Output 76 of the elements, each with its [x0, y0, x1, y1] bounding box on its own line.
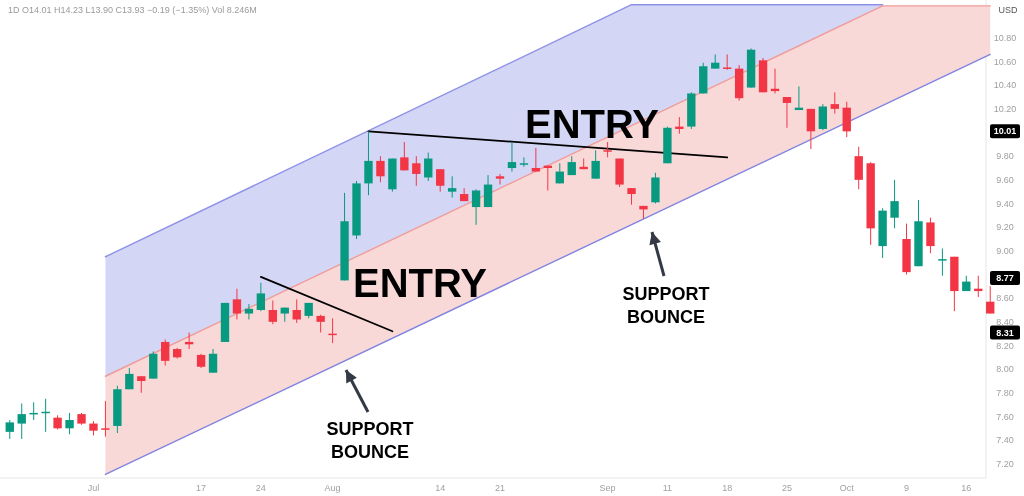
candlestick [507, 141, 517, 173]
y-tick-label: 8.00 [996, 364, 1014, 375]
candlestick [722, 53, 732, 71]
x-tick-label: 9 [904, 483, 910, 493]
candlestick [256, 282, 266, 312]
y-tick-label: 8.31 [996, 327, 1014, 338]
annotation: ENTRY [352, 261, 488, 305]
candlestick [842, 101, 851, 138]
candlestick [208, 348, 218, 374]
candlestick [5, 419, 14, 440]
candlestick [531, 147, 541, 173]
candlestick [890, 179, 899, 229]
y-tick-label: 9.60 [996, 174, 1014, 185]
candlestick [447, 175, 457, 199]
candlestick [268, 300, 278, 325]
x-tick-label: 21 [494, 483, 506, 493]
candlestick [938, 247, 947, 277]
y-axis-title: USD [998, 5, 1018, 15]
candlestick [519, 156, 529, 168]
y-tick-label: 7.80 [996, 387, 1014, 398]
candlestick [65, 412, 74, 435]
candlestick [782, 96, 792, 129]
y-tick-label: 9.20 [996, 222, 1014, 233]
y-tick-label: 7.40 [996, 435, 1014, 446]
y-tick-label: 8.40 [996, 316, 1014, 327]
candlestick [292, 298, 301, 324]
x-tick-label: 18 [722, 483, 733, 493]
y-tick-label: 7.20 [996, 458, 1014, 469]
text: 1D O14.01 H14.23 L13.90 C13.93 −0.19 (−1.35%) Vol 8.246M [8, 5, 257, 15]
candlestick [161, 339, 170, 367]
y-tick-label: 8.60 [996, 293, 1014, 304]
candlestick [854, 146, 863, 190]
x-tick-label: 11 [662, 483, 673, 493]
candlestick [830, 91, 839, 115]
x-tick-label: Sep [599, 483, 616, 493]
candlestick [986, 285, 995, 315]
y-tick-label: 10.60 [993, 56, 1017, 67]
y-tick-label: 9.80 [996, 151, 1014, 162]
y-tick-label: 8.77 [996, 273, 1014, 284]
candlestick [424, 152, 433, 182]
candlestick [591, 149, 600, 180]
annotation: SUPPORT BOUNCE [326, 419, 414, 463]
candlestick [495, 173, 505, 186]
x-tick-label: Aug [324, 483, 341, 493]
y-tick-label: 10.40 [993, 80, 1017, 91]
candlestick [926, 217, 935, 254]
x-tick-label: 17 [196, 483, 207, 493]
candlestick [459, 187, 469, 202]
y-tick-label: 10.80 [993, 33, 1017, 44]
y-tick-label: 9.00 [996, 245, 1014, 256]
candlestick [376, 155, 385, 183]
annotation: ENTRY [524, 102, 660, 146]
candlestick [483, 174, 493, 208]
candlestick [471, 188, 481, 226]
annotation: SUPPORT BOUNCE [622, 284, 710, 328]
candlestick [17, 402, 26, 440]
candlestick [412, 155, 421, 187]
x-tick-label: 25 [781, 483, 792, 493]
candlestick [818, 103, 828, 131]
y-tick-label: 8.20 [996, 340, 1014, 351]
candlestick [244, 303, 254, 320]
candlestick [101, 400, 110, 438]
y-tick-label: 9.40 [996, 198, 1014, 209]
x-tick-label: Oct [839, 483, 855, 493]
candlestick [232, 288, 242, 320]
x-tick-label: 14 [435, 483, 446, 493]
candlestick [806, 108, 816, 150]
x-tick-label: 16 [961, 483, 972, 493]
x-tick-label: 24 [255, 483, 266, 493]
y-tick-label: 10.20 [993, 104, 1017, 114]
y-tick-label: 7.60 [996, 411, 1014, 422]
y-tick-label: 10.01 [993, 126, 1017, 137]
candlestick [364, 130, 373, 196]
x-tick-label: Jul [87, 483, 100, 493]
candlestick [436, 168, 445, 193]
candlestick [400, 141, 409, 171]
